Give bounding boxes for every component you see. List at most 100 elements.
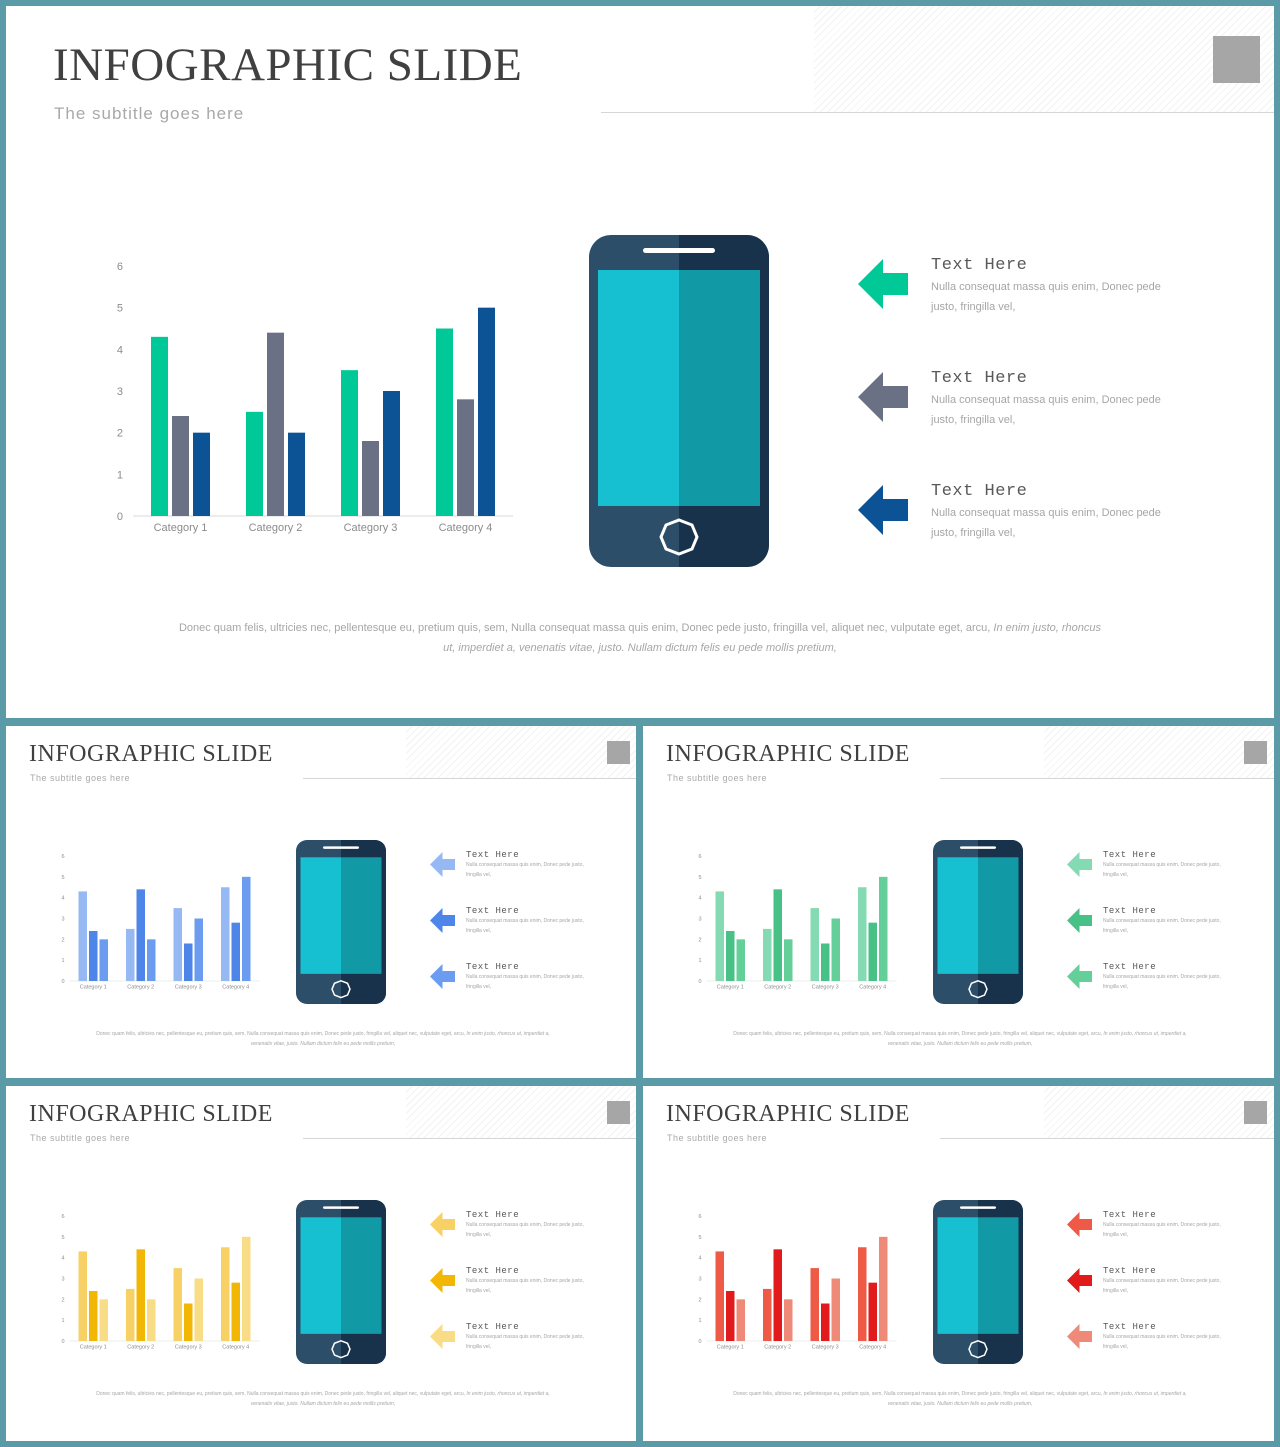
decorative-hatch-panel [1044,1086,1274,1138]
phone-screen-shade [679,270,760,506]
bar [151,336,168,516]
left-arrow-shape [1067,1212,1092,1237]
corner-square [607,1101,630,1124]
decorative-hatch-panel [814,6,1274,112]
left-arrow-shape [858,485,908,535]
y-tick-label: 6 [61,854,64,860]
bar [267,332,284,516]
bar [478,307,495,516]
thumbnail-slide-green: INFOGRAPHIC SLIDE The subtitle goes here… [643,726,1274,1078]
bar [99,939,108,981]
bar-chart: 0 1 2 3 4 5 6 Category 1 Category 2 Category 3 Cat… [61,854,260,991]
y-tick-label: 0 [117,511,123,523]
bar [184,1303,193,1341]
thumbnail-slide-blue: INFOGRAPHIC SLIDE The subtitle goes here… [6,726,636,1078]
bar [126,1288,135,1341]
left-arrow-icon [1067,852,1092,877]
bar-chart: 0 1 2 3 4 5 6 Category 1 Category 2 Category 3 Cat… [698,1214,897,1351]
text-item-body: Nulla consequat massa quis enim, Donec p… [1103,1278,1221,1294]
bar [99,1299,108,1341]
x-tick-label: Category 4 [439,522,493,534]
corner-square [1244,1101,1267,1124]
body-paragraph: Donec quam felis, ultricies nec, pellent… [91,1029,555,1049]
bar [715,891,724,981]
y-tick-label: 4 [61,1256,64,1262]
x-tick-label: Category 1 [154,522,208,534]
bar [78,891,87,981]
bar [242,876,251,981]
y-tick-label: 4 [117,344,123,356]
paragraph-italic: In enim justo, rhoncus ut, imperdiet a, … [250,1391,550,1407]
x-tick-label: Category 1 [717,985,744,991]
bar [221,1247,230,1341]
bar [242,1236,251,1341]
y-tick-label: 4 [698,1256,701,1262]
bar [288,432,305,516]
bar [831,1278,840,1341]
text-item-heading: Text Here [466,1210,520,1220]
bar [231,1282,240,1341]
paragraph-text: Donec quam felis, ultricies nec, pellent… [96,1031,466,1037]
x-tick-label: Category 4 [222,1345,249,1351]
x-tick-label: Category 4 [222,985,249,991]
thumbnail-slide-yellow: INFOGRAPHIC SLIDE The subtitle goes here… [6,1086,636,1441]
y-tick-label: 3 [698,917,701,923]
left-arrow-icon [1067,1268,1092,1293]
corner-square [1213,36,1260,83]
phone-screen-shade [341,1217,382,1334]
x-tick-label: Category 2 [764,1345,791,1351]
bar [784,939,793,981]
x-tick-label: Category 3 [344,522,398,534]
bar [879,876,888,981]
header-rule [940,1138,1274,1139]
bar [715,1251,724,1341]
text-item-heading: Text Here [1103,1210,1157,1220]
decorative-hatch-panel [406,726,636,778]
decorative-hatch-panel [1044,726,1274,778]
bar [773,889,782,981]
bar [879,1236,888,1341]
phone-screen [300,857,341,974]
phone-screen-shade [978,1217,1019,1334]
left-arrow-icon [430,1212,455,1237]
text-item-heading: Text Here [931,369,1028,388]
bar [147,939,156,981]
slide-subtitle: The subtitle goes here [30,773,131,783]
bar [221,887,230,981]
left-arrow-icon [430,1268,455,1293]
header-rule [601,112,1274,113]
left-arrow-shape [430,964,455,989]
smartphone-icon [933,840,1023,1004]
text-item-heading: Text Here [466,1322,520,1332]
text-item: Text Here Nulla consequat massa quis eni… [466,962,591,992]
y-tick-label: 2 [117,428,123,440]
bar [194,1278,203,1341]
left-arrow-icon [858,485,908,535]
text-item-heading: Text Here [1103,1322,1157,1332]
slide-title: INFOGRAPHIC SLIDE [666,741,910,767]
x-tick-label: Category 2 [249,522,303,534]
text-item: Text Here Nulla consequat massa quis eni… [466,1322,591,1352]
left-arrow-shape [430,1268,455,1293]
text-item-body: Nulla consequat massa quis enim, Donec p… [931,281,1161,313]
y-tick-label: 4 [698,896,701,902]
y-tick-label: 2 [61,937,64,943]
body-paragraph: Donec quam felis, ultricies nec, pellent… [728,1389,1192,1409]
y-tick-label: 6 [117,261,123,273]
paragraph-italic: In enim justo, rhoncus ut, imperdiet a, … [250,1031,550,1047]
y-tick-label: 3 [117,386,123,398]
bar [172,416,189,516]
bar [341,370,358,516]
bar [821,1303,830,1341]
text-item-heading: Text Here [931,256,1028,275]
left-arrow-icon [430,1324,455,1349]
left-arrow-icon [1067,908,1092,933]
text-item-heading: Text Here [1103,962,1157,972]
text-item: Text Here Nulla consequat massa quis eni… [466,906,591,936]
bar [858,1247,867,1341]
y-tick-label: 1 [61,958,64,964]
left-arrow-shape [1067,908,1092,933]
bar [173,1268,182,1341]
bar-chart: 0 1 2 3 4 5 6 Category 1 Category 2 Category 3 Cat… [698,854,897,991]
y-tick-label: 5 [61,875,64,881]
